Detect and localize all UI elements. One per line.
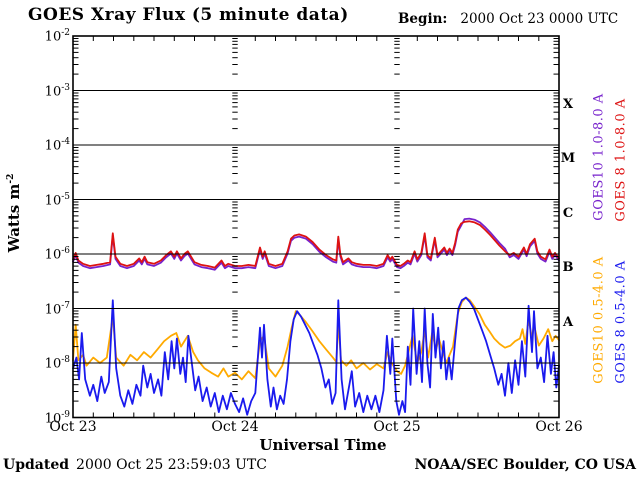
y-tick-label: 10-9 [44, 409, 70, 426]
x-tick-label: Oct 24 [211, 419, 259, 435]
y-axis-label-text: Watts m [5, 183, 23, 253]
y-tick-label: 10-2 [44, 28, 70, 45]
x-tick-label: Oct 26 [535, 419, 583, 435]
flare-class-label: C [562, 205, 574, 221]
x-axis-label: Universal Time [259, 436, 387, 454]
y-tick-label: 10-8 [44, 355, 70, 372]
flare-class-label: M [560, 151, 576, 167]
page-title: GOES Xray Flux (5 minute data) [28, 5, 349, 25]
y-axis-label: Watts m-2 [5, 174, 23, 253]
updated-label: Updated [3, 457, 70, 473]
flare-class-label: A [562, 314, 574, 330]
updated-value: 2000 Oct 25 23:59:03 UTC [76, 457, 267, 473]
x-tick-label: Oct 25 [373, 419, 421, 435]
y-axis-label-exponent: -2 [6, 173, 16, 184]
y-tick-label: 10-6 [44, 246, 70, 263]
updated-timestamp: Updated 2000 Oct 25 23:59:03 UTC [3, 457, 267, 473]
legend-goes10-0-5-4-0-a: GOES10 0.5-4.0 A [591, 256, 607, 384]
y-tick-label: 10-7 [44, 300, 70, 317]
y-tick-label: 10-5 [44, 191, 70, 208]
begin-value: 2000 Oct 23 0000 UTC [460, 11, 619, 27]
flare-class-label: B [562, 260, 574, 276]
y-tick-label: 10-3 [44, 82, 70, 99]
flare-class-label: X [562, 96, 574, 112]
begin-time: Begin: 2000 Oct 23 0000 UTC [398, 11, 618, 27]
begin-label: Begin: [398, 11, 448, 27]
credit-text: NOAA/SEC Boulder, CO USA [414, 457, 637, 473]
x-tick-label: Oct 23 [49, 419, 97, 435]
legend-goes10-1-0-8-0-a: GOES10 1.0-8.0 A [591, 93, 607, 221]
legend-goes-8-1-0-8-0-a: GOES 8 1.0-8.0 A [613, 98, 629, 222]
y-tick-label: 10-4 [44, 137, 70, 154]
legend-goes-8-0-5-4-0-a: GOES 8 0.5-4.0 A [613, 260, 629, 384]
